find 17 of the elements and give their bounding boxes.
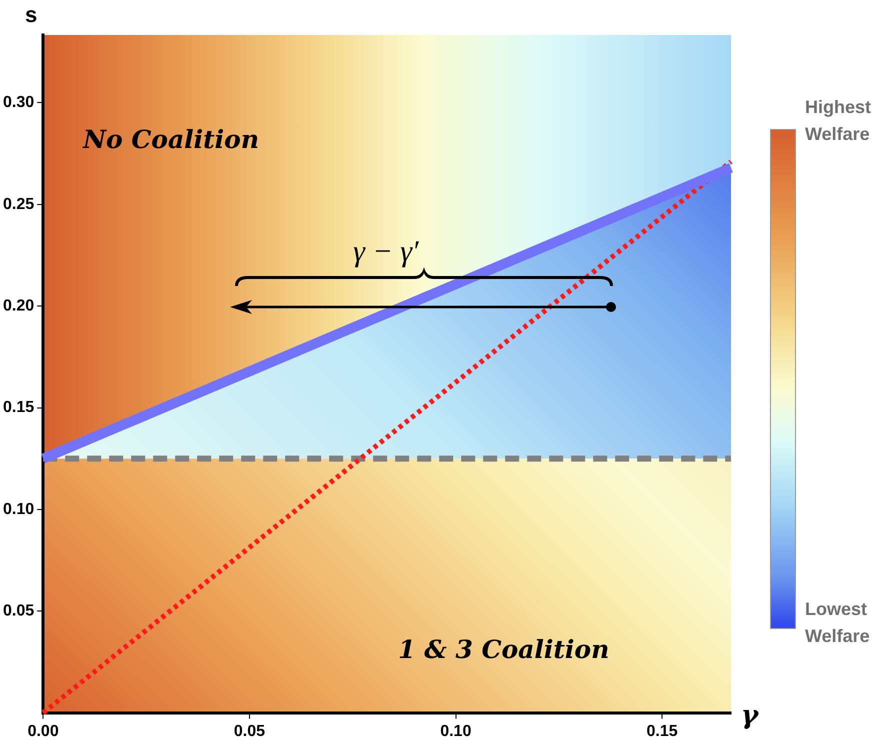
x-tick-label: 0.15 — [646, 722, 678, 740]
y-tick-label: 0.30 — [3, 94, 34, 112]
annotation: No Coalition — [83, 125, 260, 154]
x-tick-label: 0.05 — [234, 722, 266, 740]
y-tick-label: 0.15 — [3, 399, 34, 416]
x-tick-label: 0.10 — [440, 722, 472, 740]
y-tick-label: 0.05 — [3, 602, 34, 620]
x-axis-title: γ — [741, 700, 760, 731]
y-tick-label: 0.10 — [3, 500, 34, 518]
y-axis-title: s — [25, 2, 38, 28]
annotation: γ − γ′ — [353, 235, 419, 269]
x-tick-label: 0.00 — [28, 722, 59, 740]
annotation: 1 & 3 Coalition — [398, 635, 610, 664]
y-tick-label: 0.20 — [3, 297, 34, 314]
text: Highest Welfare — [805, 96, 872, 146]
y-tick-label: 0.25 — [3, 196, 34, 213]
text: Lowest Welfare — [805, 598, 871, 648]
